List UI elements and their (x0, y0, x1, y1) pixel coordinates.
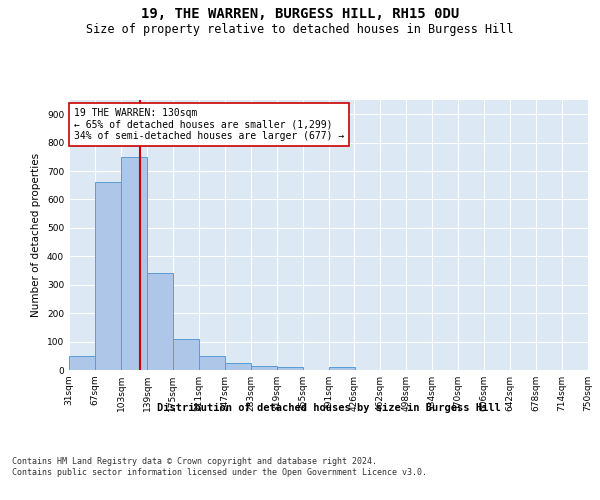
Bar (251, 366, 277, 370)
Text: Size of property relative to detached houses in Burgess Hill: Size of property relative to detached ho… (86, 22, 514, 36)
Text: Contains HM Land Registry data © Crown copyright and database right 2024.
Contai: Contains HM Land Registry data © Crown c… (12, 458, 427, 477)
Bar (277, 367, 303, 370)
Bar (329, 367, 355, 370)
Bar (121, 157, 147, 370)
Bar (199, 356, 225, 370)
Bar (95, 182, 121, 370)
Text: 19, THE WARREN, BURGESS HILL, RH15 0DU: 19, THE WARREN, BURGESS HILL, RH15 0DU (141, 8, 459, 22)
Text: 19 THE WARREN: 130sqm
← 65% of detached houses are smaller (1,299)
34% of semi-d: 19 THE WARREN: 130sqm ← 65% of detached … (74, 108, 344, 142)
Y-axis label: Number of detached properties: Number of detached properties (31, 153, 41, 317)
Bar (69, 356, 95, 370)
Bar (173, 338, 199, 370)
Bar (225, 363, 251, 370)
Bar (147, 274, 173, 370)
Text: Distribution of detached houses by size in Burgess Hill: Distribution of detached houses by size … (157, 402, 500, 412)
